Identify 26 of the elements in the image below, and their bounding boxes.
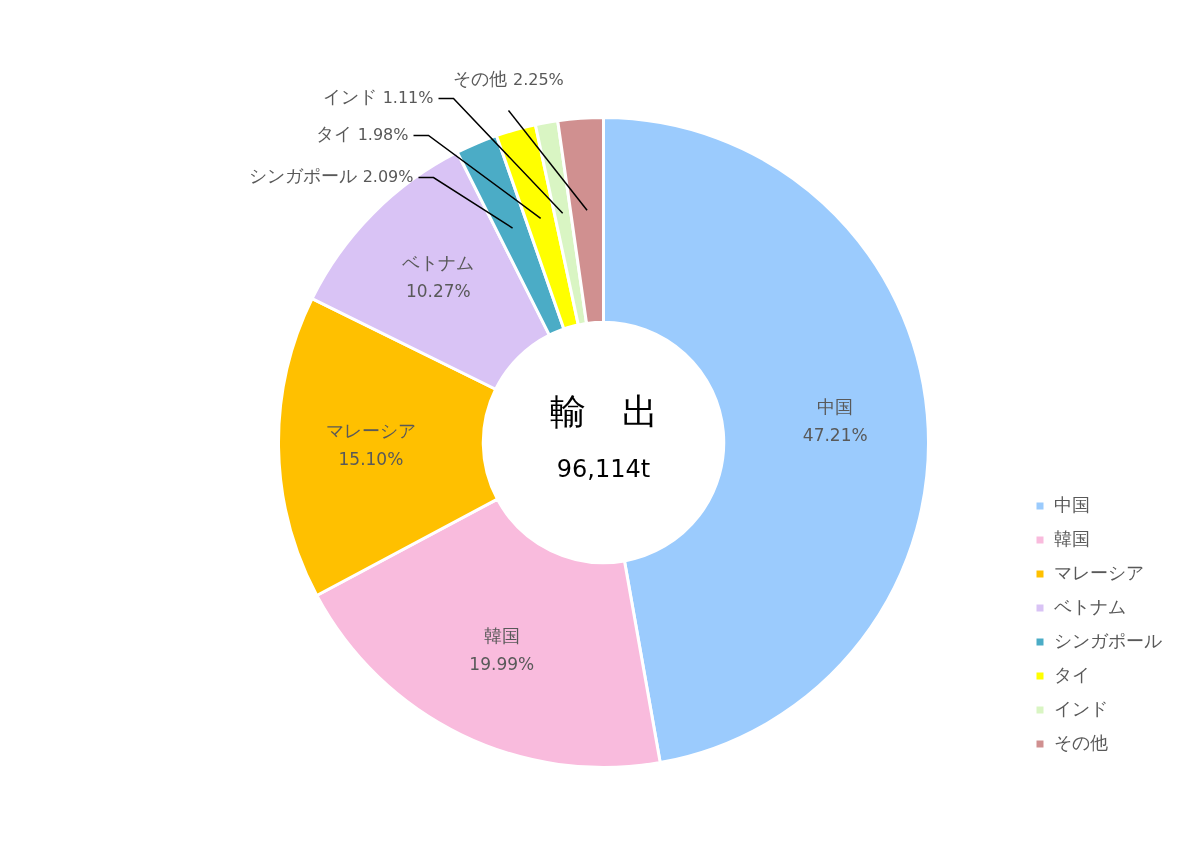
legend-label: その他 [1054, 731, 1108, 753]
slice-label: 中国 [817, 395, 854, 417]
data-label: 19.99% [469, 654, 535, 675]
legend-label: 韓国 [1054, 527, 1090, 549]
slice-label: タイ [315, 123, 358, 145]
data-label: 1.98% [357, 124, 409, 144]
slice-label: シンガポール [248, 165, 363, 187]
data-label: 2.25% [512, 69, 564, 89]
data-label: 47.21% [802, 424, 868, 445]
legend-label: タイ [1054, 663, 1090, 685]
slice-label: マレーシア [325, 419, 416, 441]
legend-label: 中国 [1054, 493, 1090, 515]
slice-label: 韓国 [483, 625, 520, 647]
legend-label: シンガポール [1054, 629, 1162, 651]
slice-label: その他 [453, 68, 513, 90]
data-label: 2.09% [362, 166, 414, 186]
legend-label: ベトナム [1054, 595, 1126, 617]
slice-label: インド [322, 86, 383, 108]
data-label: 1.11% [382, 87, 434, 107]
text: 輸 出 [549, 390, 658, 432]
data-label: 10.27% [405, 281, 471, 302]
slice-label: ベトナム [402, 252, 475, 274]
legend-label: インド [1054, 697, 1108, 719]
text: 96,114t [556, 454, 651, 483]
legend-label: マレーシア [1054, 561, 1144, 583]
data-label: 15.10% [338, 448, 404, 469]
